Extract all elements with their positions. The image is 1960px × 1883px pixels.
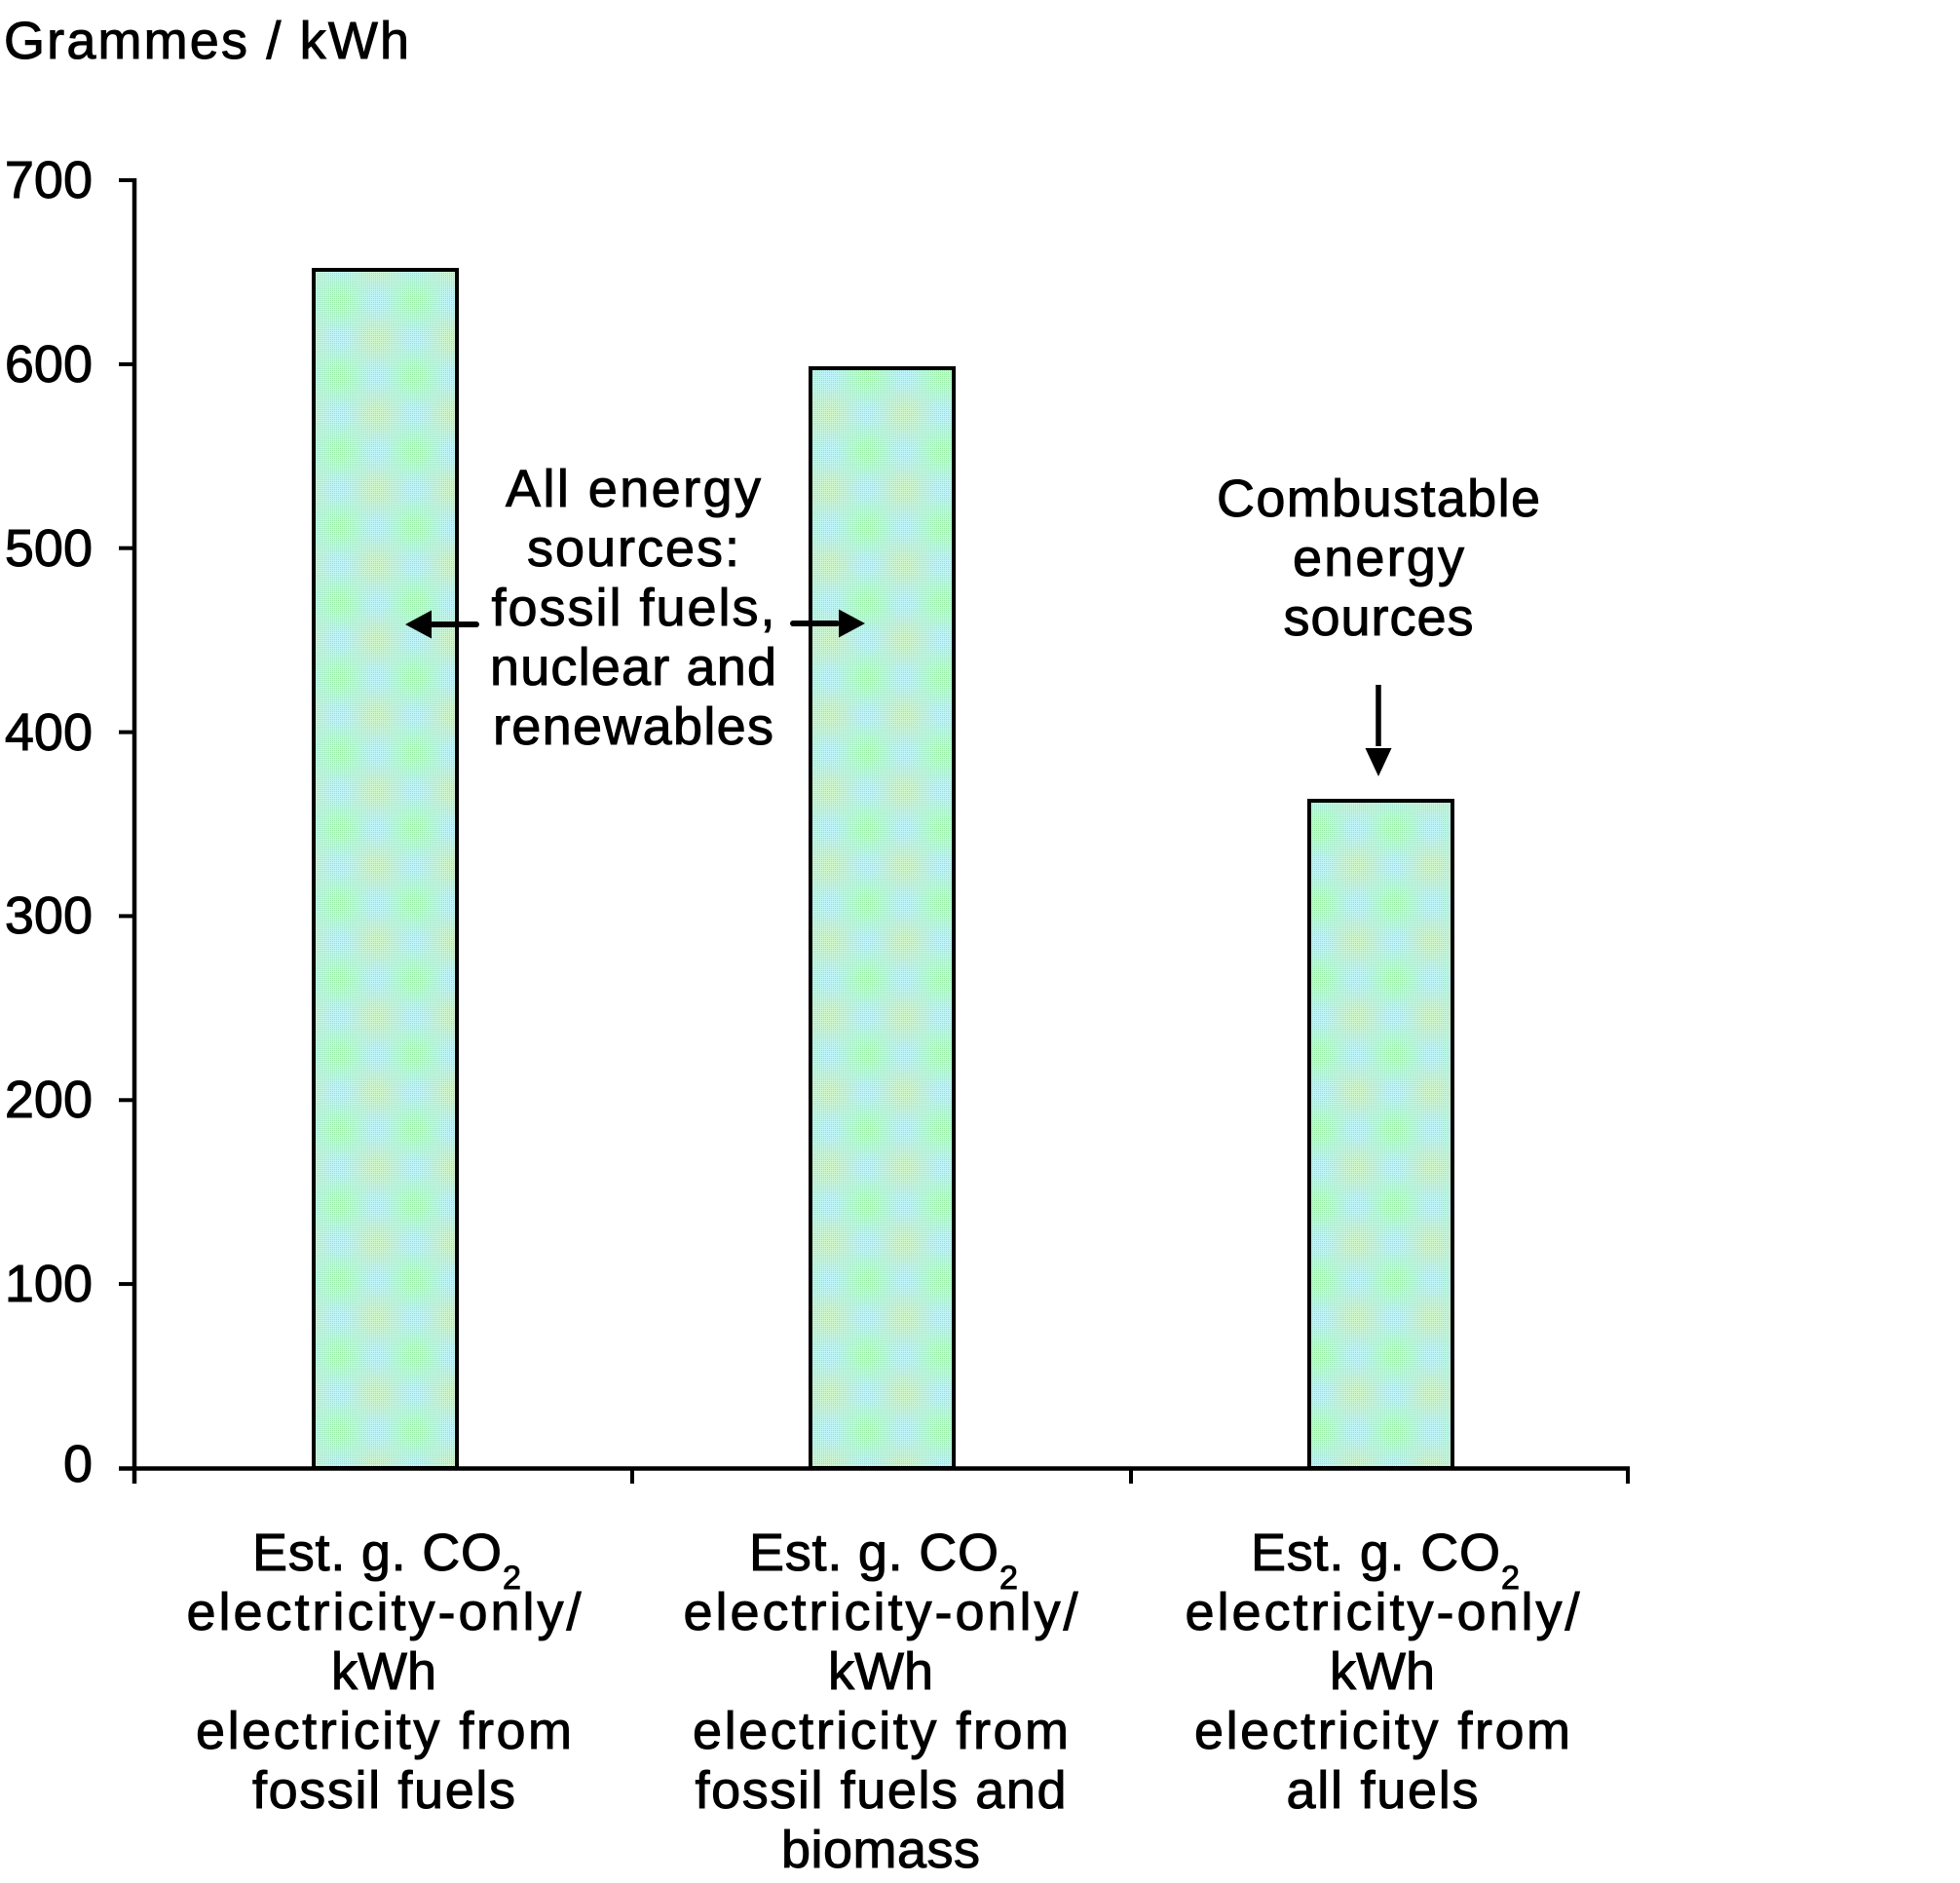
- svg-text:fossil fuels: fossil fuels: [252, 1761, 515, 1820]
- svg-text:400: 400: [5, 703, 93, 762]
- svg-text:Est. g. CO: Est. g. CO: [749, 1524, 999, 1582]
- svg-text:biomass: biomass: [781, 1821, 980, 1878]
- svg-text:Combustable: Combustable: [1217, 470, 1540, 528]
- svg-text:0: 0: [63, 1435, 93, 1493]
- svg-text:kWh: kWh: [331, 1642, 436, 1701]
- svg-text:electricity-only/: electricity-only/: [684, 1583, 1078, 1641]
- svg-text:600: 600: [5, 335, 93, 394]
- svg-text:electricity from: electricity from: [1194, 1702, 1570, 1760]
- svg-text:700: 700: [5, 151, 93, 209]
- svg-text:energy: energy: [1293, 529, 1464, 587]
- svg-text:all fuels: all fuels: [1287, 1761, 1479, 1820]
- svg-text:Grammes / kWh: Grammes / kWh: [4, 12, 409, 70]
- svg-text:500: 500: [5, 519, 93, 578]
- svg-text:sources: sources: [1284, 588, 1474, 647]
- svg-text:2: 2: [503, 1560, 521, 1597]
- svg-text:Est. g. CO: Est. g. CO: [252, 1524, 502, 1582]
- svg-text:200: 200: [5, 1071, 93, 1129]
- svg-text:electricity from: electricity from: [196, 1702, 572, 1760]
- svg-text:Est. g. CO: Est. g. CO: [1251, 1524, 1500, 1582]
- svg-text:2: 2: [999, 1560, 1018, 1597]
- svg-text:nuclear and: nuclear and: [490, 638, 776, 697]
- svg-text:fossil fuels,: fossil fuels,: [492, 579, 775, 637]
- svg-text:sources:: sources:: [527, 519, 739, 578]
- svg-text:electricity-only/: electricity-only/: [187, 1583, 582, 1641]
- svg-text:electricity from: electricity from: [693, 1702, 1069, 1760]
- svg-text:electricity-only/: electricity-only/: [1186, 1583, 1580, 1641]
- svg-text:2: 2: [1501, 1560, 1520, 1597]
- svg-text:kWh: kWh: [1330, 1642, 1435, 1701]
- svg-text:100: 100: [5, 1255, 93, 1313]
- svg-text:kWh: kWh: [828, 1642, 933, 1701]
- svg-text:renewables: renewables: [493, 697, 773, 756]
- svg-text:fossil fuels and: fossil fuels and: [696, 1761, 1067, 1820]
- svg-text:All energy: All energy: [506, 460, 761, 518]
- svg-text:300: 300: [5, 886, 93, 945]
